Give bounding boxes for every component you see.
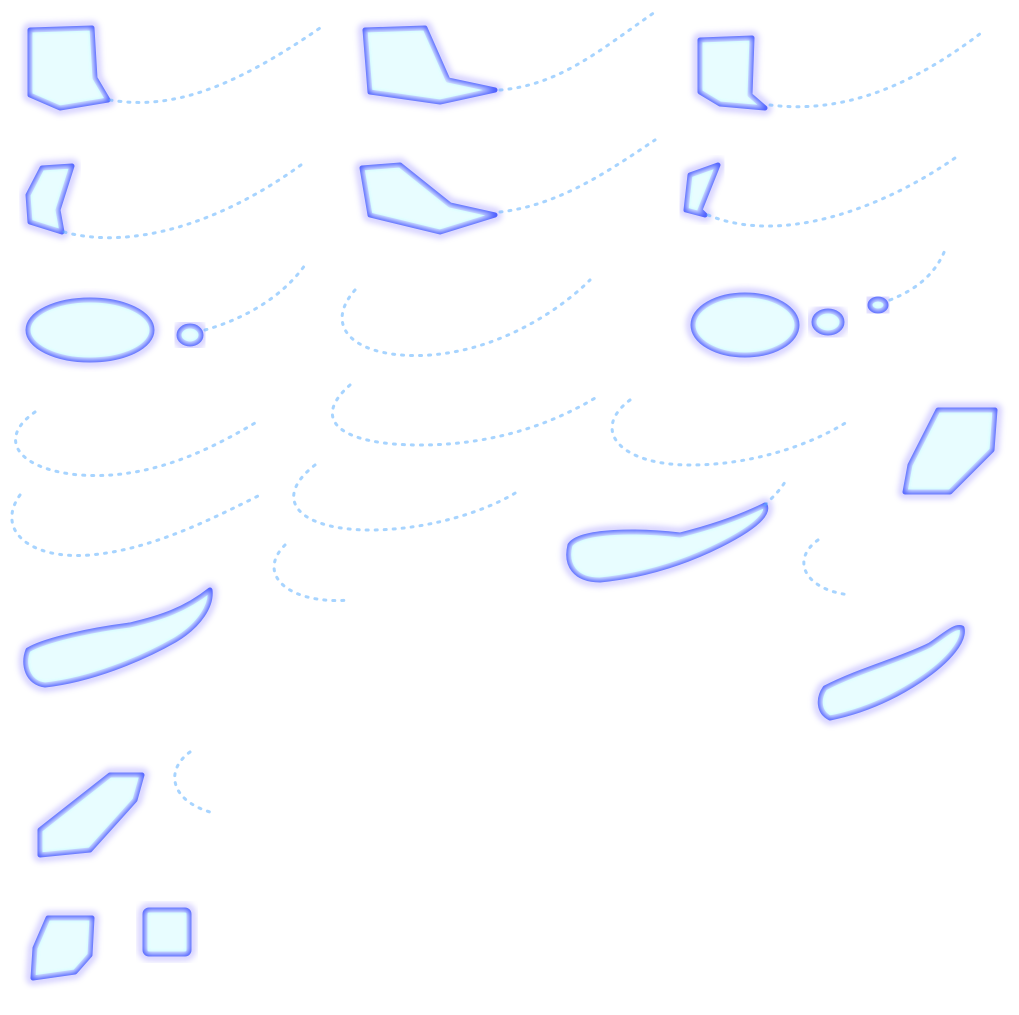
sprite-flame-1	[23, 21, 322, 115]
sprite-shard-3	[26, 911, 99, 985]
sprite-comet-1	[561, 480, 787, 587]
sprite-comet-2	[18, 583, 218, 692]
sprite-spark-trail-2	[10, 410, 262, 558]
sprite-square	[138, 903, 196, 961]
sprite-flame-3	[693, 28, 987, 115]
sprite-comet-3	[813, 620, 970, 725]
sprite-shard-2	[33, 750, 212, 862]
sprite-flame-2	[358, 10, 657, 109]
sprite-shard-1	[898, 403, 1002, 499]
sprite-spark-trail-3	[272, 383, 602, 603]
sprite-oval-1	[21, 263, 307, 367]
sprite-flame-4	[21, 159, 307, 240]
sprite-flame-5	[355, 138, 657, 239]
sprite-flame-6	[679, 156, 957, 228]
sprite-spark-trail-1	[340, 278, 592, 358]
sprite-spark-trail-4	[610, 398, 852, 597]
sprite-oval-2	[686, 248, 947, 362]
